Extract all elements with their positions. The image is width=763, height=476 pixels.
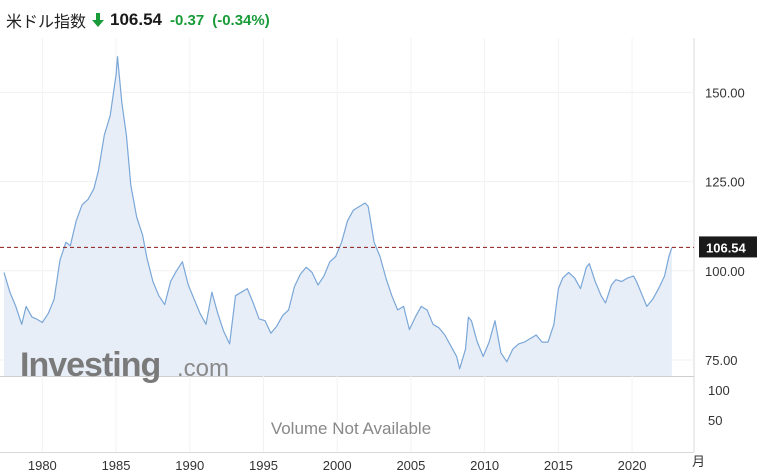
volume-tick-label: 50 (708, 413, 722, 428)
price-area (4, 56, 672, 376)
x-tick-label: 1995 (249, 458, 278, 473)
y-tick-label: 125.00 (705, 175, 745, 190)
y-tick-label: 150.00 (705, 85, 745, 100)
x-tick-label: 2000 (323, 458, 352, 473)
y-tick-label: 100.00 (705, 264, 745, 279)
x-tick-label: 1990 (175, 458, 204, 473)
x-axis-labels: 1980 1985 1990 1995 2000 2005 2010 2015 2020 (28, 458, 647, 473)
x-unit-label: 月 (692, 454, 705, 469)
last-price-label-bg (699, 236, 757, 258)
y-axis-labels: 75.00 100.00 125.00 150.00 (705, 85, 745, 368)
logo-brand: Investing (20, 346, 160, 384)
quote-header: 米ドル指数 106.54 -0.37 (-0.34%) (6, 6, 270, 34)
investing-logo: Investing .com (20, 346, 229, 384)
x-tick-label: 2015 (544, 458, 573, 473)
volume-not-available-note: Volume Not Available (271, 419, 431, 438)
price-series-line (3, 56, 673, 370)
down-arrow-icon (92, 13, 105, 27)
last-price-label: 106.54 (699, 236, 757, 258)
x-tick-label: 2010 (470, 458, 499, 473)
x-tick-label: 2005 (396, 458, 425, 473)
volume-tick-label: 100 (708, 383, 730, 398)
last-price-label-text: 106.54 (706, 240, 747, 255)
x-tick-label: 1985 (102, 458, 131, 473)
x-tick-label: 2020 (618, 458, 647, 473)
volume-axis-labels: 50 100 (708, 383, 730, 428)
x-tick-label: 1980 (28, 458, 57, 473)
instrument-title: 米ドル指数 (6, 12, 87, 31)
price-change-percent: (-0.34%) (212, 11, 270, 29)
last-price: 106.54 (110, 10, 163, 29)
y-tick-label: 75.00 (705, 353, 738, 368)
logo-suffix: .com (177, 355, 229, 382)
price-change: -0.37 (170, 11, 205, 29)
